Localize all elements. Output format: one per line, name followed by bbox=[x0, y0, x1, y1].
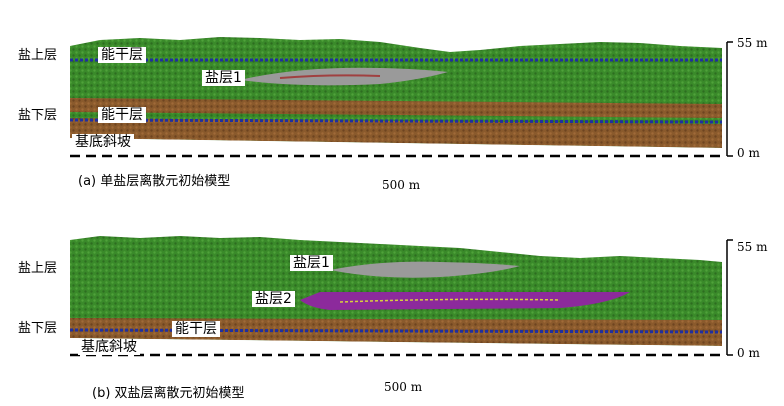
competent-layer-lower-label: 能干层 bbox=[98, 107, 146, 123]
salt-lower-label: 盐下层 bbox=[18, 321, 58, 336]
subsalt-green-band bbox=[70, 112, 722, 124]
panel-a-model-figure bbox=[70, 37, 733, 158]
panel-a-layers bbox=[70, 37, 722, 148]
scale-top-label: 55 m bbox=[737, 240, 768, 254]
panel-a-single-salt-model: 盐上层 盐下层 能干层 能干层 盐层1 基底斜坡 55 m 0 m (a) 单盐… bbox=[0, 0, 784, 200]
salt-2-body bbox=[300, 292, 630, 310]
panel-a-caption: (a) 单盐层离散元初始模型 bbox=[78, 174, 231, 189]
scale-bottom-label: 0 m bbox=[737, 346, 760, 360]
basement-wedge bbox=[70, 338, 722, 358]
salt-2-marker-line bbox=[339, 298, 561, 303]
basement-wedge bbox=[70, 138, 722, 158]
salt-lower-layer-fill bbox=[70, 98, 722, 148]
panel-b-double-salt-model: 盐上层 盐下层 盐层1 盐层2 能干层 基底斜坡 55 m 0 m (b) 双盐… bbox=[0, 200, 784, 406]
salt-1-body bbox=[330, 261, 520, 278]
basement-slope-label: 基底斜坡 bbox=[72, 134, 134, 150]
salt-1-body bbox=[240, 67, 448, 86]
panel-b-x-scale: 500 m bbox=[384, 380, 423, 394]
salt-upper-label: 盐上层 bbox=[18, 261, 58, 276]
basement-slope-label: 基底斜坡 bbox=[78, 339, 140, 355]
competent-layer-line bbox=[70, 328, 722, 334]
panel-a-x-scale: 500 m bbox=[382, 178, 421, 192]
scale-top-label: 55 m bbox=[737, 36, 768, 50]
salt-1-core-line bbox=[279, 74, 381, 79]
salt-1-label: 盐层1 bbox=[290, 255, 333, 271]
salt-2-label: 盐层2 bbox=[252, 291, 295, 307]
competent-layer-upper-label: 能干层 bbox=[98, 47, 146, 63]
panel-b-model-figure bbox=[70, 236, 733, 358]
salt-upper-label: 盐上层 bbox=[18, 48, 58, 63]
panel-b-caption: (b) 双盐层离散元初始模型 bbox=[92, 386, 245, 401]
salt-lower-label: 盐下层 bbox=[18, 108, 58, 123]
competent-layer-label: 能干层 bbox=[172, 321, 220, 337]
competent-layer-lower-line bbox=[70, 118, 722, 124]
scale-bottom-label: 0 m bbox=[737, 146, 760, 160]
salt-1-label: 盐层1 bbox=[202, 70, 245, 86]
